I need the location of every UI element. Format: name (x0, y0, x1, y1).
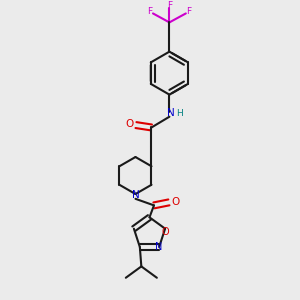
Text: F: F (167, 1, 172, 10)
Text: F: F (186, 7, 191, 16)
Text: N: N (132, 190, 139, 200)
Text: H: H (176, 109, 183, 118)
Text: N: N (167, 108, 175, 118)
Text: O: O (161, 226, 169, 237)
Text: N: N (155, 242, 163, 252)
Text: F: F (147, 7, 153, 16)
Text: O: O (125, 119, 134, 130)
Text: O: O (171, 197, 180, 207)
